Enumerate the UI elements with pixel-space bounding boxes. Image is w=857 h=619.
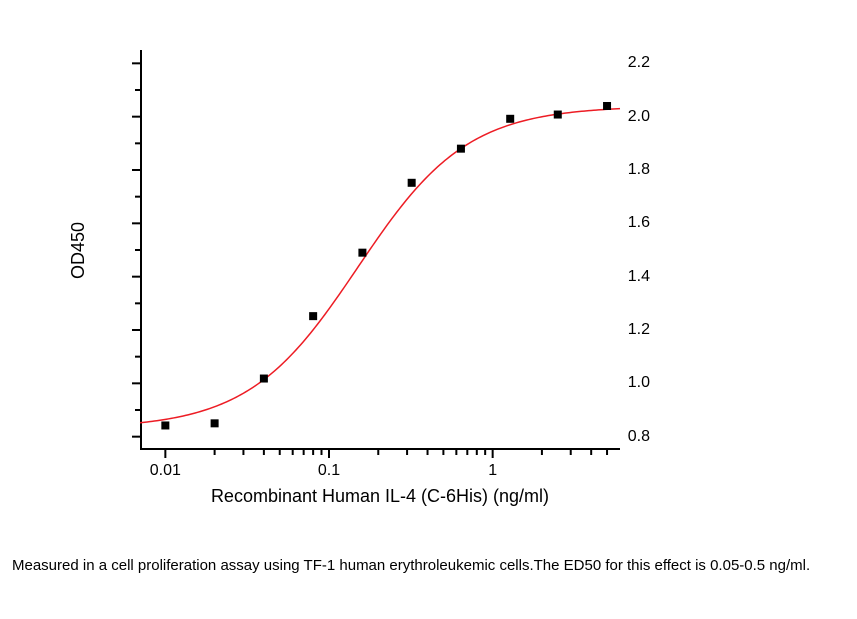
y-tick-label: 1.8: [554, 161, 650, 179]
y-tick-label: 0.8: [554, 428, 650, 446]
chart-caption: Measured in a cell proliferation assay u…: [12, 555, 832, 576]
data-marker: [358, 249, 366, 257]
fit-curve: [140, 109, 620, 423]
x-axis-label: Recombinant Human IL-4 (C-6His) (ng/ml): [140, 486, 620, 507]
data-marker: [506, 115, 514, 123]
data-marker: [211, 419, 219, 427]
x-tick-label: 0.1: [318, 462, 340, 480]
data-marker: [260, 375, 268, 383]
x-tick-label: 1: [488, 462, 497, 480]
chart-container: OD450 Recombinant Human IL-4 (C-6His) (n…: [30, 20, 650, 530]
x-tick-label: 0.01: [150, 462, 181, 480]
data-marker: [161, 421, 169, 429]
data-marker: [408, 179, 416, 187]
data-marker: [457, 145, 465, 153]
y-tick-label: 1.0: [554, 374, 650, 392]
data-marker: [309, 312, 317, 320]
y-tick-label: 2.2: [554, 54, 650, 72]
chart-svg: [30, 20, 660, 490]
y-tick-label: 1.6: [554, 214, 650, 232]
y-tick-label: 1.2: [554, 321, 650, 339]
y-tick-label: 2.0: [554, 108, 650, 126]
y-axis-label: OD450: [68, 222, 89, 279]
y-tick-label: 1.4: [554, 268, 650, 286]
